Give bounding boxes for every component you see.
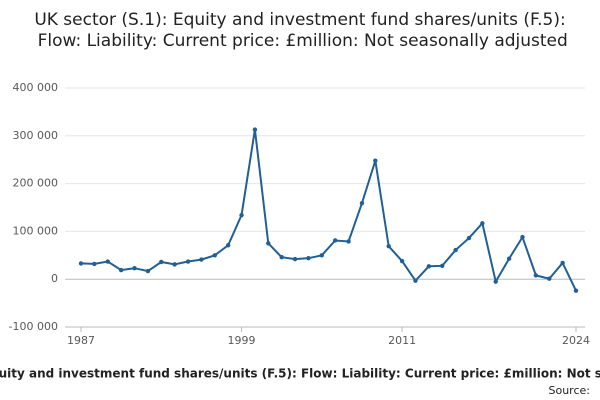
y-tick-label: 400 000 <box>13 81 59 94</box>
point <box>78 261 84 266</box>
point <box>225 243 231 248</box>
point <box>252 127 258 132</box>
y-tick-label: 300 000 <box>13 129 59 142</box>
y-tick-label: -100 000 <box>9 320 58 333</box>
x-tick-label: 2024 <box>562 334 590 347</box>
y-tick-label: 200 000 <box>13 177 59 190</box>
source: Source: <box>549 384 591 397</box>
point <box>560 260 565 266</box>
x-tick-label: 1987 <box>67 334 95 347</box>
x-tick-label: 1999 <box>228 334 256 347</box>
point <box>172 262 177 267</box>
point <box>373 158 378 163</box>
point <box>533 273 539 278</box>
point <box>279 255 284 260</box>
point <box>386 244 391 249</box>
point <box>520 234 525 240</box>
point <box>493 279 498 284</box>
point <box>118 267 124 273</box>
point <box>426 264 432 269</box>
point <box>399 258 405 264</box>
point <box>159 259 164 265</box>
point <box>145 268 151 274</box>
point <box>440 263 445 269</box>
point <box>453 247 458 253</box>
point <box>346 239 351 244</box>
point <box>132 266 137 271</box>
point <box>185 259 191 264</box>
point <box>466 235 472 241</box>
point <box>105 259 110 264</box>
y-tick-label: 0 <box>51 272 58 285</box>
point <box>212 253 217 258</box>
point <box>319 253 325 258</box>
y-tick-label: 100 000 <box>13 224 59 237</box>
point <box>266 241 271 246</box>
point <box>480 221 485 226</box>
point <box>306 255 311 261</box>
point <box>413 278 418 283</box>
x-axis-label: UK sector (S.1): Equity and investment f… <box>0 367 600 381</box>
point <box>292 256 298 262</box>
point <box>332 238 338 243</box>
point <box>92 261 97 267</box>
point <box>506 256 512 261</box>
point <box>239 212 244 218</box>
point <box>547 276 552 281</box>
line <box>80 129 577 292</box>
chart-title: UK sector (S.1): Equity and investment f… <box>32 10 568 51</box>
x-tick-label: 2011 <box>388 334 416 347</box>
point <box>199 257 204 262</box>
point <box>573 288 579 293</box>
point <box>359 200 365 206</box>
